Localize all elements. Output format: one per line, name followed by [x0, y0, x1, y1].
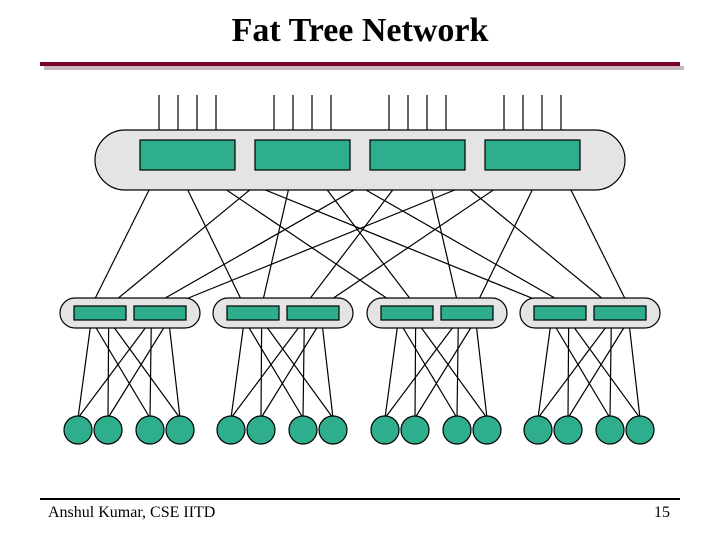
footer-text: Anshul Kumar, CSE IITD [48, 504, 215, 522]
page-number: 15 [654, 504, 670, 522]
fat-tree-diagram [0, 0, 720, 540]
footer-line [40, 498, 680, 500]
